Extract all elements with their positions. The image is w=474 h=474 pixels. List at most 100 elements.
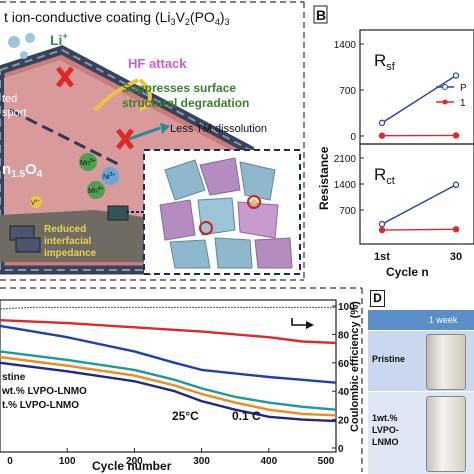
series-line	[0, 306, 336, 310]
conditions-rate: 0.1 C	[232, 409, 261, 423]
row2-line3: LNMO	[372, 437, 399, 447]
panel-d-letter: D	[370, 290, 385, 307]
ion-ball-ni2	[101, 167, 119, 185]
electrode-block	[15, 237, 41, 253]
y-tick-label: 20	[338, 416, 350, 427]
data-point	[452, 132, 460, 139]
formula-label: n1.5O4	[2, 161, 43, 180]
vial-photo-pristine	[426, 334, 466, 390]
series-line	[0, 361, 337, 423]
x-tick-label: 30	[450, 251, 462, 263]
y-tick-label: 0	[338, 444, 344, 455]
ion-mn4-label: Mn4+	[88, 186, 104, 195]
deflect-arrow	[138, 78, 152, 112]
x-tick-label: 200	[126, 456, 143, 467]
ion-ball-mn3	[79, 153, 97, 171]
tm-dissolution-label: Less TM dissolution	[170, 123, 267, 135]
panel-b-legend: P 1	[436, 83, 467, 109]
panel-d-col-header: 1 week	[428, 315, 458, 325]
panel-d-row1-label: Pristine	[372, 354, 406, 364]
li-ion-ball	[20, 51, 28, 59]
legend-marker-1	[442, 99, 448, 105]
ce-arrow-icon	[291, 318, 314, 329]
legend-p: P	[460, 83, 467, 94]
hf-attack-label: HF attack	[128, 56, 187, 71]
x-tick-label: 1st	[374, 251, 390, 263]
data-point	[378, 220, 386, 228]
panel-b-letter: B	[316, 7, 326, 23]
suppress-line2: structural degradation	[122, 96, 249, 110]
panel-d-row2-label: 1wt.% LVPO- LNMO	[372, 412, 399, 448]
legend-marker-p	[442, 84, 448, 90]
reduced-line1: Reduced	[44, 224, 86, 235]
panel-a-title: t ion-conductive coating (Li3V2(PO4)3	[4, 9, 230, 27]
ion-mn3-label: Mn3+	[80, 158, 96, 167]
series-line	[0, 350, 337, 411]
rsf-label: Rsf	[374, 51, 396, 73]
li-label: Li+	[50, 31, 68, 48]
panel-d: D 1 week Pristine 1wt.% LVPO- LNMO	[368, 288, 474, 474]
ion-ni2-label: Ni2+	[103, 172, 115, 181]
panel-c-legend: stine wt.% LVPO-LNMO t.% LVPO-LNMO	[1, 372, 87, 411]
panel-b-chart: B Resistance Cycle n Rsf Rct P 1 0 700 140…	[313, 5, 474, 279]
x-tick-label: 100	[59, 456, 76, 467]
legend-item-1: wt.% LVPO-LNMO	[1, 386, 87, 397]
ion-ball-mn4	[87, 181, 105, 199]
crystal-structure	[159, 157, 293, 269]
data-point	[452, 226, 460, 233]
series-line	[0, 355, 337, 417]
block-cross-icon	[56, 66, 74, 88]
conditions-temp: 25°C	[172, 409, 199, 423]
left-text-1: ted	[2, 93, 17, 105]
ion-v-label: V5+	[31, 198, 40, 207]
series-line	[381, 74, 457, 124]
ion-ball-v	[30, 196, 42, 208]
coating-stripe	[0, 48, 267, 271]
hf-arrow	[93, 78, 139, 112]
block-cross-icon	[116, 128, 134, 150]
panel-a-illustration: t ion-conductive coating (Li3V2(PO4)3 Li…	[0, 0, 306, 282]
li-ion-ball	[25, 33, 35, 43]
connector	[107, 205, 129, 221]
data-point	[378, 132, 386, 139]
x-tick-label: 400	[260, 456, 277, 467]
legend-item-0: stine	[2, 372, 26, 383]
series-line	[381, 228, 457, 231]
y-tick-label: 0	[350, 132, 356, 143]
y-tick-label: 2100	[334, 154, 357, 165]
legend-item-2: t.% LVPO-LNMO	[2, 400, 79, 411]
x-tick-label: 0	[7, 456, 13, 467]
data-point	[378, 226, 386, 234]
y-tick-label: 100	[338, 302, 355, 313]
x-tick-label: 300	[193, 456, 210, 467]
row2-line2: LVPO-	[372, 425, 399, 435]
li-transport-line	[9, 108, 121, 167]
row2-line1: 1wt.%	[372, 413, 398, 423]
reduced-line3: impedance	[44, 248, 97, 259]
data-point	[452, 181, 460, 188]
legend-1: 1	[460, 98, 466, 109]
y-tick-label: 700	[339, 86, 356, 97]
rct-axes	[359, 143, 474, 245]
tm-arrow-head	[160, 123, 170, 134]
y-tick-label: 1400	[334, 180, 357, 191]
y-tick-label: 1400	[334, 40, 357, 51]
data-point	[452, 72, 460, 79]
x-tick-label: 500	[318, 456, 335, 467]
panel-b-ylabel: Resistance	[317, 146, 331, 210]
y-tick-label: 700	[339, 206, 356, 217]
panel-b-letter-box	[313, 5, 328, 24]
panel-c-axes	[0, 299, 337, 453]
data-point	[378, 119, 386, 127]
panel-c-xlabel: Cycle number	[92, 459, 172, 473]
li-ion-ball	[8, 36, 20, 48]
series-line	[0, 324, 337, 384]
rct-label: Rct	[374, 165, 395, 187]
left-text-2: sport	[2, 107, 26, 119]
y-tick-label: 40	[338, 387, 350, 398]
reduced-line2: interfacial	[44, 236, 91, 247]
panel-b-xlabel: Cycle n	[386, 265, 429, 279]
suppress-line1: Suppresses surface	[122, 81, 236, 95]
rsf-axes	[359, 29, 474, 145]
y-tick-label: 80	[338, 330, 350, 341]
